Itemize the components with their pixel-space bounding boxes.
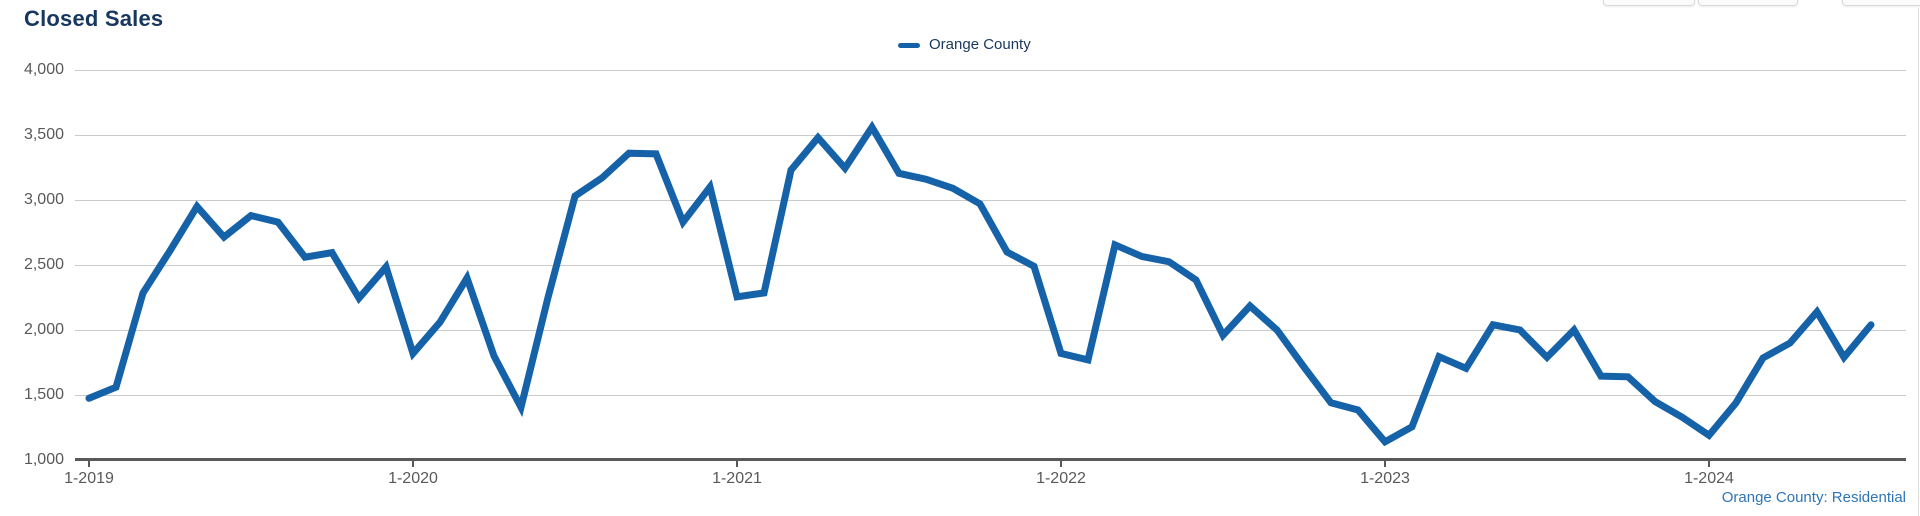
x-tick-label: 1-2024: [1684, 470, 1734, 487]
x-tick-label: 1-2022: [1036, 470, 1086, 487]
x-tick-label: 1-2021: [712, 470, 762, 487]
toolbar-button-2[interactable]: [1698, 0, 1798, 6]
y-tick-label: 2,500: [23, 256, 64, 273]
y-tick-label: 2,000: [23, 321, 64, 338]
y-tick-label: 3,500: [23, 126, 64, 143]
y-tick-label: 1,500: [23, 386, 64, 403]
y-tick-label: 4,000: [23, 61, 64, 78]
x-tick: [736, 461, 738, 467]
chart-title: Closed Sales: [24, 6, 164, 31]
x-tick: [1384, 461, 1386, 467]
x-tick: [1708, 461, 1710, 467]
gridline-2000: [75, 330, 1906, 331]
x-tick: [88, 461, 90, 467]
y-tick-label: 1,000: [23, 451, 64, 468]
x-tick-label: 1-2019: [64, 470, 114, 487]
series-line-orange-county: [85, 120, 1875, 447]
x-axis-line: [75, 458, 1906, 461]
x-tick: [412, 461, 414, 467]
gridline-1500: [75, 395, 1906, 396]
gridline-2500: [75, 265, 1906, 266]
gridline-3500: [75, 135, 1906, 136]
gridline-3000: [75, 200, 1906, 201]
panel-right-border: [1918, 8, 1919, 516]
gridline-4000: [75, 70, 1906, 71]
legend: Orange County: [898, 36, 1031, 53]
x-tick: [1060, 461, 1062, 467]
toolbar-button-1[interactable]: [1603, 0, 1695, 6]
y-tick-label: 3,000: [23, 191, 64, 208]
toolbar-button-3[interactable]: [1842, 0, 1920, 6]
legend-label: Orange County: [929, 36, 1031, 53]
legend-line-swatch: [898, 42, 920, 48]
x-tick-label: 1-2023: [1360, 470, 1410, 487]
x-tick-label: 1-2020: [388, 470, 438, 487]
chart-footnote: Orange County: Residential: [1721, 489, 1906, 506]
